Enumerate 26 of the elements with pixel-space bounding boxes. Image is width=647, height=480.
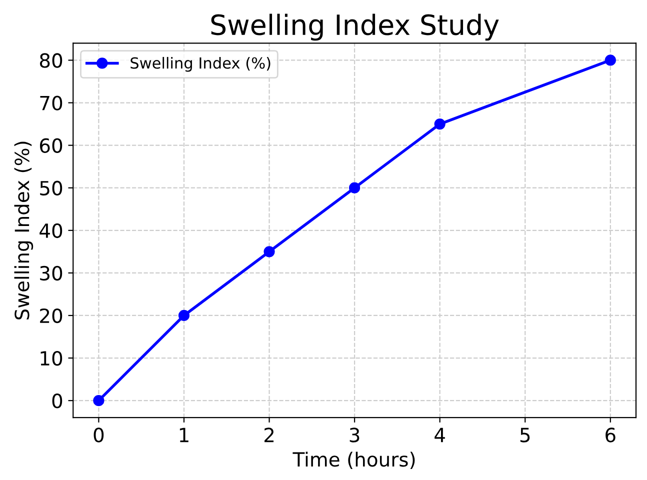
y-tick-label: 20 bbox=[40, 308, 62, 324]
x-tick-label: 3 bbox=[350, 428, 360, 442]
x-tick-label: 5 bbox=[520, 428, 530, 442]
x-tick-label: 1 bbox=[180, 428, 188, 442]
y-tick-label: 10 bbox=[40, 350, 62, 366]
x-axis-title: Time (hours) bbox=[292, 452, 415, 470]
point bbox=[264, 246, 275, 258]
y-axis-title: Swelling Index (%) bbox=[14, 142, 34, 320]
x-tick-label: 0 bbox=[94, 428, 104, 442]
y-tick-label: 50 bbox=[40, 180, 62, 196]
y-tick-label: 60 bbox=[40, 138, 62, 153]
y-tick-label: 70 bbox=[40, 96, 62, 110]
x-tick-label: 6 bbox=[606, 428, 616, 442]
y-tick-label: 80 bbox=[40, 53, 62, 68]
x-tick-label: 4 bbox=[434, 428, 445, 442]
point bbox=[93, 395, 104, 406]
point bbox=[434, 118, 446, 130]
y-tick-label: 30 bbox=[40, 266, 62, 281]
y-tick-label: 0 bbox=[52, 394, 62, 408]
point bbox=[604, 54, 616, 66]
legend-label: Swelling Index (%) bbox=[130, 56, 270, 72]
point bbox=[349, 182, 360, 194]
x-tick-label: 2 bbox=[264, 428, 274, 442]
chart-title: Swelling Index Study bbox=[211, 14, 499, 41]
point bbox=[178, 310, 190, 322]
y-tick-label: 40 bbox=[40, 223, 62, 238]
